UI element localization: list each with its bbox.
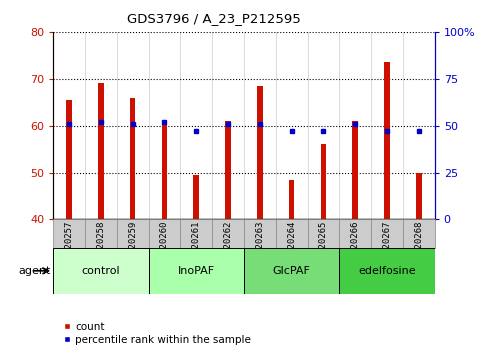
Bar xyxy=(130,98,136,219)
Bar xyxy=(193,175,199,219)
Bar xyxy=(117,219,149,248)
Text: GDS3796 / A_23_P212595: GDS3796 / A_23_P212595 xyxy=(127,12,300,25)
Bar xyxy=(53,219,85,248)
Text: GSM520267: GSM520267 xyxy=(383,221,392,269)
Bar xyxy=(403,219,435,248)
Bar xyxy=(85,219,117,248)
Bar xyxy=(384,62,390,219)
Text: GSM520263: GSM520263 xyxy=(256,221,264,269)
Text: agent: agent xyxy=(18,266,51,276)
Text: GlcPAF: GlcPAF xyxy=(273,266,311,276)
Bar xyxy=(352,121,358,219)
Bar xyxy=(308,219,339,248)
Bar xyxy=(225,121,231,219)
Bar xyxy=(149,219,180,248)
Bar xyxy=(416,172,422,219)
Bar xyxy=(257,86,263,219)
Bar xyxy=(339,248,435,294)
Bar xyxy=(371,219,403,248)
Legend: count, percentile rank within the sample: count, percentile rank within the sample xyxy=(58,317,255,349)
Text: GSM520259: GSM520259 xyxy=(128,221,137,269)
Text: GSM520260: GSM520260 xyxy=(160,221,169,269)
Bar xyxy=(289,179,295,219)
Text: GSM520265: GSM520265 xyxy=(319,221,328,269)
Bar xyxy=(149,248,244,294)
Bar xyxy=(244,248,339,294)
Text: GSM520258: GSM520258 xyxy=(96,221,105,269)
Text: InoPAF: InoPAF xyxy=(178,266,215,276)
Text: GSM520268: GSM520268 xyxy=(414,221,423,269)
Bar xyxy=(161,121,167,219)
Bar xyxy=(180,219,212,248)
Bar xyxy=(66,100,72,219)
Bar xyxy=(339,219,371,248)
Bar xyxy=(276,219,308,248)
Bar xyxy=(212,219,244,248)
Bar xyxy=(53,248,149,294)
Text: GSM520261: GSM520261 xyxy=(192,221,201,269)
Text: GSM520262: GSM520262 xyxy=(224,221,232,269)
Bar xyxy=(244,219,276,248)
Text: GSM520266: GSM520266 xyxy=(351,221,360,269)
Text: GSM520264: GSM520264 xyxy=(287,221,296,269)
Text: GSM520257: GSM520257 xyxy=(65,221,73,269)
Bar xyxy=(321,144,327,219)
Text: edelfosine: edelfosine xyxy=(358,266,416,276)
Bar xyxy=(98,84,104,219)
Text: control: control xyxy=(82,266,120,276)
